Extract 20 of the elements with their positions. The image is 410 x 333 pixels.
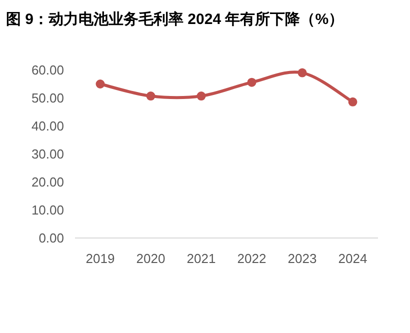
y-tick-label: 10.00 (31, 202, 64, 218)
chart-title: 图 9：动力电池业务毛利率 2024 年有所下降（%） (6, 10, 344, 28)
point (247, 78, 256, 87)
point (348, 97, 358, 106)
point (298, 68, 307, 78)
x-tick-label: 2021 (186, 251, 216, 266)
point (146, 92, 156, 101)
point (196, 92, 206, 101)
y-tick-label: 50.00 (31, 90, 64, 106)
point (96, 80, 105, 88)
x-tick-label: 2023 (288, 251, 317, 266)
y-tick-label: 20.00 (31, 174, 64, 190)
y-tick-label: 40.00 (31, 118, 64, 134)
x-tick-label: 2019 (86, 251, 115, 266)
y-tick-label: 0.00 (38, 230, 64, 246)
x-tick-label: 2020 (136, 251, 166, 266)
y-tick-label: 60.00 (31, 62, 64, 78)
x-tick-label: 2022 (237, 251, 266, 266)
y-tick-label: 30.00 (31, 146, 64, 162)
x-tick-label: 2024 (338, 251, 368, 266)
